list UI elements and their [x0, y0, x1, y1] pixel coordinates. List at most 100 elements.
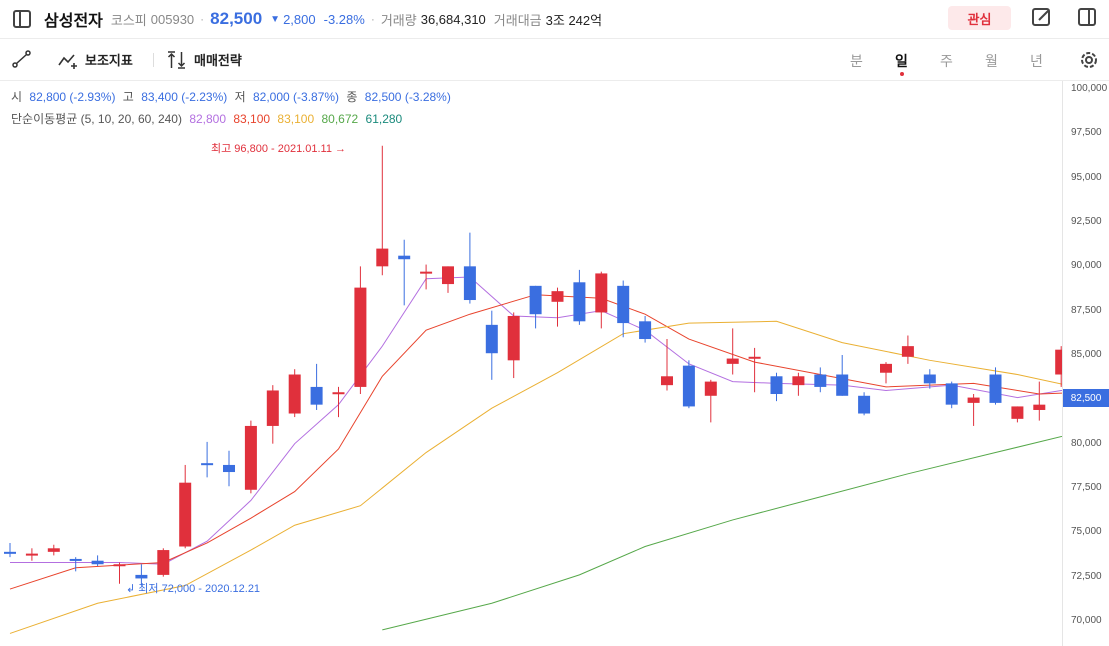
candle[interactable]	[288, 369, 301, 418]
candle[interactable]	[201, 441, 214, 478]
candle-body	[726, 358, 739, 364]
y-tick-label: 92,500	[1071, 216, 1102, 227]
candlestick-chart[interactable]	[0, 81, 1062, 646]
strategy-label: 매매전략	[194, 53, 242, 68]
separator-dot: ·	[370, 12, 375, 26]
candle[interactable]	[836, 355, 849, 396]
candle[interactable]	[442, 266, 454, 293]
ma-label: 단순이동평균 (5, 10, 20, 60, 240)	[11, 112, 182, 126]
candle[interactable]	[617, 280, 630, 338]
candle[interactable]	[1055, 346, 1062, 387]
candle-body	[617, 285, 630, 324]
ma10-value: 83,100	[233, 112, 271, 126]
candle[interactable]	[376, 145, 389, 276]
ma240-value: 61,280	[365, 112, 403, 126]
candle-body	[223, 464, 235, 473]
candle-body	[376, 248, 389, 267]
candle[interactable]	[47, 544, 60, 556]
candle[interactable]	[332, 386, 345, 418]
candle[interactable]	[398, 239, 411, 306]
ma-line-ma10	[9, 294, 1062, 590]
y-tick-label: 75,000	[1071, 526, 1102, 538]
ma5-value: 82,800	[189, 112, 227, 126]
candle[interactable]	[310, 363, 323, 410]
candle[interactable]	[989, 367, 1002, 405]
candle[interactable]	[266, 385, 279, 444]
max-price-annotation: 최고 96,800 - 2021.01.11 →	[211, 140, 346, 156]
tab-year[interactable]: 년	[1030, 53, 1043, 69]
candle[interactable]	[420, 264, 433, 290]
candle-body	[901, 346, 914, 357]
candle[interactable]	[223, 450, 235, 487]
candle[interactable]	[748, 347, 761, 393]
candle-body	[682, 365, 695, 407]
gear-icon[interactable]	[1078, 49, 1100, 71]
candle[interactable]	[814, 367, 827, 393]
candle[interactable]	[354, 266, 367, 395]
tab-day[interactable]: 일	[895, 53, 908, 69]
candle[interactable]	[661, 339, 673, 391]
candle[interactable]	[923, 369, 936, 389]
candle[interactable]	[639, 315, 652, 343]
sidebar-toggle-icon[interactable]	[13, 10, 31, 28]
chart-toolbar: 보조지표 매매전략 분 일 주 월 년	[0, 39, 1109, 81]
candle[interactable]	[529, 285, 542, 329]
candle-body	[1011, 406, 1024, 419]
candle[interactable]	[551, 287, 564, 327]
candle[interactable]	[573, 269, 586, 325]
candle[interactable]	[682, 360, 695, 409]
candle[interactable]	[4, 542, 16, 558]
tab-month[interactable]: 월	[985, 53, 998, 69]
price-change: 2,800	[283, 11, 316, 27]
toolbar-divider	[153, 53, 154, 67]
favorite-button[interactable]: 관심	[948, 6, 1011, 30]
max-price-label: 최고 96,800 - 2021.01.11	[211, 143, 332, 155]
candle[interactable]	[770, 372, 783, 402]
candle-body	[792, 376, 805, 386]
candle-body	[442, 266, 454, 285]
candle[interactable]	[792, 372, 805, 396]
candle-body	[858, 395, 871, 414]
candle[interactable]	[135, 564, 148, 586]
candle[interactable]	[113, 562, 126, 584]
candle[interactable]	[179, 464, 192, 549]
ma60-value: 80,672	[321, 112, 359, 126]
candle-body	[770, 376, 783, 395]
candle[interactable]	[967, 394, 980, 426]
candle[interactable]	[1033, 381, 1046, 421]
candle[interactable]	[91, 555, 104, 567]
indicator-button[interactable]: 보조지표	[57, 50, 133, 69]
candle[interactable]	[244, 420, 257, 494]
candle[interactable]	[880, 362, 892, 384]
candle-body	[989, 374, 1002, 403]
candle-body	[1055, 349, 1062, 375]
tab-minute[interactable]: 분	[850, 53, 863, 69]
candle[interactable]	[485, 310, 498, 380]
candle[interactable]	[858, 392, 871, 416]
edit-icon[interactable]	[1032, 7, 1052, 27]
candle[interactable]	[901, 335, 914, 364]
min-price-label: 최저 72,000 - 2020.12.21	[138, 583, 261, 595]
candle[interactable]	[25, 548, 38, 561]
strategy-button[interactable]: 매매전략	[166, 50, 242, 69]
candle-body	[595, 273, 608, 313]
candle[interactable]	[69, 557, 82, 572]
candle[interactable]	[726, 328, 739, 375]
draw-tool-button[interactable]	[12, 50, 38, 68]
panel-split-icon[interactable]	[1078, 8, 1096, 26]
y-tick-label: 77,500	[1071, 482, 1102, 493]
candle-body	[551, 291, 564, 302]
tab-week[interactable]: 주	[940, 53, 953, 69]
candle[interactable]	[704, 379, 717, 423]
candle[interactable]	[157, 548, 170, 577]
candle-body	[288, 374, 301, 414]
candle[interactable]	[945, 381, 958, 409]
y-tick-label: 95,000	[1071, 171, 1102, 183]
ma20-value: 83,100	[277, 112, 315, 126]
candle[interactable]	[507, 312, 520, 379]
volume-value: 36,684,310	[420, 11, 486, 27]
current-price: 82,500	[210, 9, 263, 28]
candle[interactable]	[463, 232, 476, 304]
candle[interactable]	[595, 271, 608, 329]
candle[interactable]	[1011, 406, 1024, 423]
